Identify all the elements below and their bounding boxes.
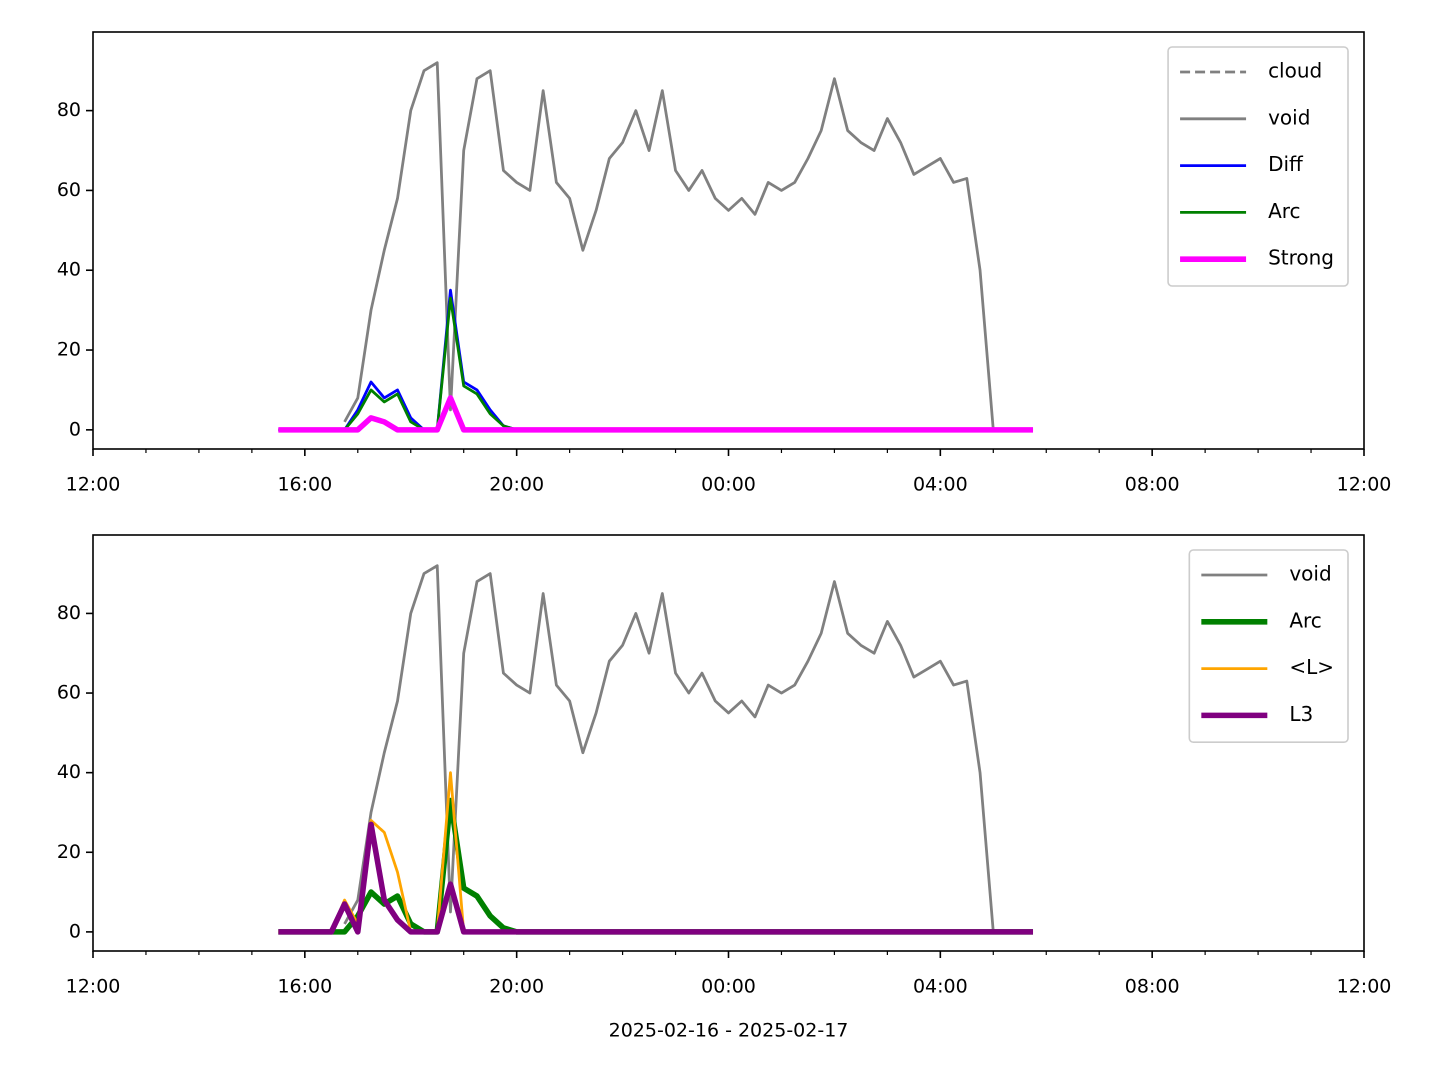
x-tick-label: 16:00 (277, 474, 332, 496)
x-tick-label: 16:00 (277, 976, 332, 998)
x-tick-label: 04:00 (913, 474, 968, 496)
y-tick-label: 40 (57, 761, 81, 783)
y-tick-label: 60 (57, 682, 81, 704)
y-tick-label: 60 (57, 179, 81, 201)
x-axis-label: 2025-02-16 - 2025-02-17 (609, 1020, 849, 1042)
x-tick-label: 12:00 (66, 474, 121, 496)
x-tick-label: 12:00 (1337, 474, 1392, 496)
legend: void Arc <L> L3 (1188, 549, 1349, 743)
x-tick-label: 08:00 (1125, 474, 1180, 496)
legend-box (1167, 46, 1349, 287)
series-line (343, 61, 995, 430)
series-line (278, 288, 1034, 432)
legend-label: Diff (1268, 152, 1304, 176)
legend-label: void (1268, 105, 1310, 129)
y-tick-label: 20 (57, 841, 81, 863)
x-tick-label: 08:00 (1125, 976, 1180, 998)
y-tick-label: 80 (57, 602, 81, 624)
series-line (278, 821, 1034, 935)
y-tick-label: 80 (57, 99, 81, 121)
axes-frame (92, 534, 1365, 952)
legend-label: Arc (1289, 608, 1321, 632)
y-tick-label: 20 (57, 339, 81, 361)
legend-label: cloud (1268, 59, 1322, 83)
legend-label: void (1289, 562, 1331, 586)
y-tick-label: 40 (57, 259, 81, 281)
legend-box (1188, 549, 1349, 743)
legend: cloud void Diff Arc Strong (1167, 46, 1349, 287)
x-tick-label: 04:00 (913, 976, 968, 998)
legend-label: <L> (1289, 655, 1334, 679)
x-tick-label: 12:00 (1337, 976, 1392, 998)
series-line (278, 296, 1034, 432)
series-line (278, 395, 1034, 433)
x-tick-label: 12:00 (66, 976, 121, 998)
x-tick-label: 20:00 (489, 474, 544, 496)
series-line (343, 564, 995, 933)
x-tick-label: 20:00 (489, 976, 544, 998)
y-tick-label: 0 (69, 920, 81, 942)
x-tick-label: 00:00 (701, 474, 756, 496)
axes-frame (92, 31, 1365, 450)
legend-label: Strong (1268, 246, 1334, 270)
y-tick-label: 0 (69, 418, 81, 440)
legend-label: Arc (1268, 199, 1300, 223)
legend-label: L3 (1289, 702, 1313, 726)
x-tick-label: 00:00 (701, 976, 756, 998)
